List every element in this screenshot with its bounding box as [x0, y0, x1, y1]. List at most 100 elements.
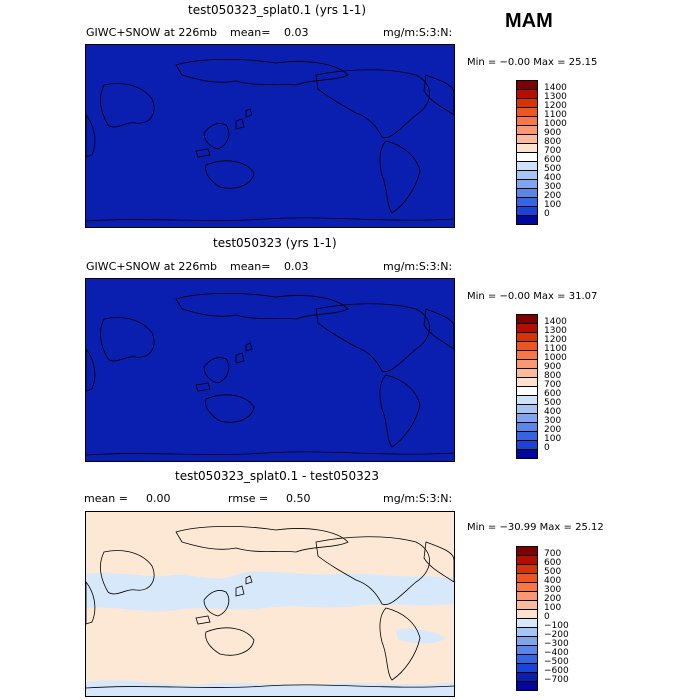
colorbar-tick-label: 700	[544, 549, 562, 559]
colorbar-tick-label: 1200	[544, 101, 567, 111]
colorbar-tick-label: 400	[544, 407, 562, 417]
colorbar-tick-label: 0	[544, 612, 550, 622]
coastline-segment	[86, 217, 454, 222]
coastline-segment	[175, 59, 349, 86]
coastline-segment	[100, 317, 155, 362]
colorbar-tick-label: 400	[544, 576, 562, 586]
colorbar-tick-label: 500	[544, 398, 562, 408]
colorbar-tick-label: 1000	[544, 119, 567, 129]
coastline-segment	[86, 581, 96, 625]
panel1-map	[85, 44, 455, 228]
coastline-segment	[423, 74, 454, 116]
colorbar-tick-label: 500	[544, 164, 562, 174]
coastline-segment	[203, 123, 230, 150]
coastline-segment	[205, 627, 255, 656]
coastline-segment	[315, 69, 430, 139]
panel2-mean-label: mean=	[230, 260, 271, 273]
coastline-segment	[423, 541, 454, 583]
panel1-map-svg	[86, 45, 454, 227]
panel3-title: test050323_splat0.1 - test050323	[175, 469, 380, 483]
coastline-segment	[86, 684, 454, 689]
colorbar-tick-label: −500	[544, 657, 569, 667]
colorbar-swatch	[516, 681, 538, 691]
coastline-segment	[379, 140, 421, 214]
colorbar-tick-label: 1400	[544, 83, 567, 93]
panel3-units: mg/m:S:3:N:	[383, 492, 453, 505]
coastline-segment	[86, 348, 96, 392]
panel1-mean-label: mean=	[230, 26, 271, 39]
panel1-field	[86, 45, 454, 227]
colorbar-tick-label: 1100	[544, 110, 567, 120]
colorbar-tick-label: 600	[544, 155, 562, 165]
colorbar-tick-label: 1300	[544, 326, 567, 336]
colorbar-tick-label: 700	[544, 380, 562, 390]
colorbar-tick-label: 300	[544, 182, 562, 192]
coastline-segment	[245, 575, 253, 585]
panel3-negative-anomalies	[86, 571, 454, 696]
panel2-coastlines	[86, 293, 454, 456]
panel2-mean-value: 0.03	[284, 260, 309, 273]
panel3-mean-label: mean =	[84, 492, 128, 505]
colorbar-tick-label: 800	[544, 137, 562, 147]
season-label: MAM	[505, 10, 553, 32]
coastline-segment	[315, 303, 430, 373]
colorbar-swatch	[516, 215, 538, 225]
coastline-segment	[100, 83, 155, 128]
panel2-map	[85, 278, 455, 462]
colorbar-tick-label: 600	[544, 389, 562, 399]
colorbar-tick-label: 1300	[544, 92, 567, 102]
colorbar-tick-label: 0	[544, 209, 550, 219]
panel2-variable-label: GIWC+SNOW at 226mb	[86, 260, 218, 273]
coastline-segment	[235, 352, 245, 364]
panel1-mean-value: 0.03	[284, 26, 309, 39]
colorbar-tick-label: 100	[544, 603, 562, 613]
colorbar-tick-label: 200	[544, 425, 562, 435]
panel3-coastlines	[86, 526, 454, 689]
coastline-segment	[245, 108, 253, 118]
colorbar-tick-label: 900	[544, 362, 562, 372]
colorbar-tick-label: −300	[544, 639, 569, 649]
colorbar-tick-label: 1400	[544, 317, 567, 327]
colorbar-tick-label: 1000	[544, 353, 567, 363]
coastline-segment	[175, 293, 349, 320]
coastline-segment	[195, 148, 211, 158]
coastline-segment	[423, 308, 454, 350]
panel1-minmax: Min = −0.00 Max = 25.15	[467, 57, 598, 68]
coastline-segment	[86, 114, 96, 158]
coastline-segment	[195, 615, 211, 625]
coastline-segment	[100, 550, 155, 595]
colorbar-tick-label: −600	[544, 666, 569, 676]
coastline-segment	[379, 607, 421, 681]
coastline-segment	[235, 118, 245, 130]
colorbar-tick-label: 200	[544, 594, 562, 604]
panel1-title: test050323_splat0.1 (yrs 1-1)	[188, 3, 367, 17]
colorbar-tick-label: 100	[544, 200, 562, 210]
panel3-minmax: Min = −30.99 Max = 25.12	[467, 522, 604, 533]
colorbar-tick-label: 1200	[544, 335, 567, 345]
colorbar-tick-label: 300	[544, 416, 562, 426]
colorbar-swatch	[516, 449, 538, 459]
panel2-units: mg/m:S:3:N:	[383, 260, 453, 273]
colorbar-tick-label: 700	[544, 146, 562, 156]
colorbar-tick-label: 500	[544, 567, 562, 577]
coastline-segment	[315, 536, 430, 606]
coastline-segment	[205, 394, 255, 423]
panel3-map-svg	[86, 512, 454, 696]
colorbar-tick-label: 400	[544, 173, 562, 183]
panel1-units: mg/m:S:3:N:	[383, 26, 453, 39]
coastline-segment	[245, 342, 253, 352]
panel2-field	[86, 279, 454, 461]
colorbar-tick-label: 900	[544, 128, 562, 138]
panel2-minmax: Min = −0.00 Max = 31.07	[467, 291, 598, 302]
coastline-segment	[86, 451, 454, 456]
coastline-segment	[203, 357, 230, 384]
coastline-segment	[195, 382, 211, 392]
coastline-segment	[379, 374, 421, 448]
panel2-title: test050323 (yrs 1-1)	[213, 236, 337, 250]
colorbar-tick-label: −200	[544, 630, 569, 640]
colorbar-tick-label: −700	[544, 675, 569, 685]
panel2-map-svg	[86, 279, 454, 461]
colorbar-tick-label: 200	[544, 191, 562, 201]
panel3-map	[85, 511, 455, 697]
panel1-coastlines	[86, 59, 454, 222]
